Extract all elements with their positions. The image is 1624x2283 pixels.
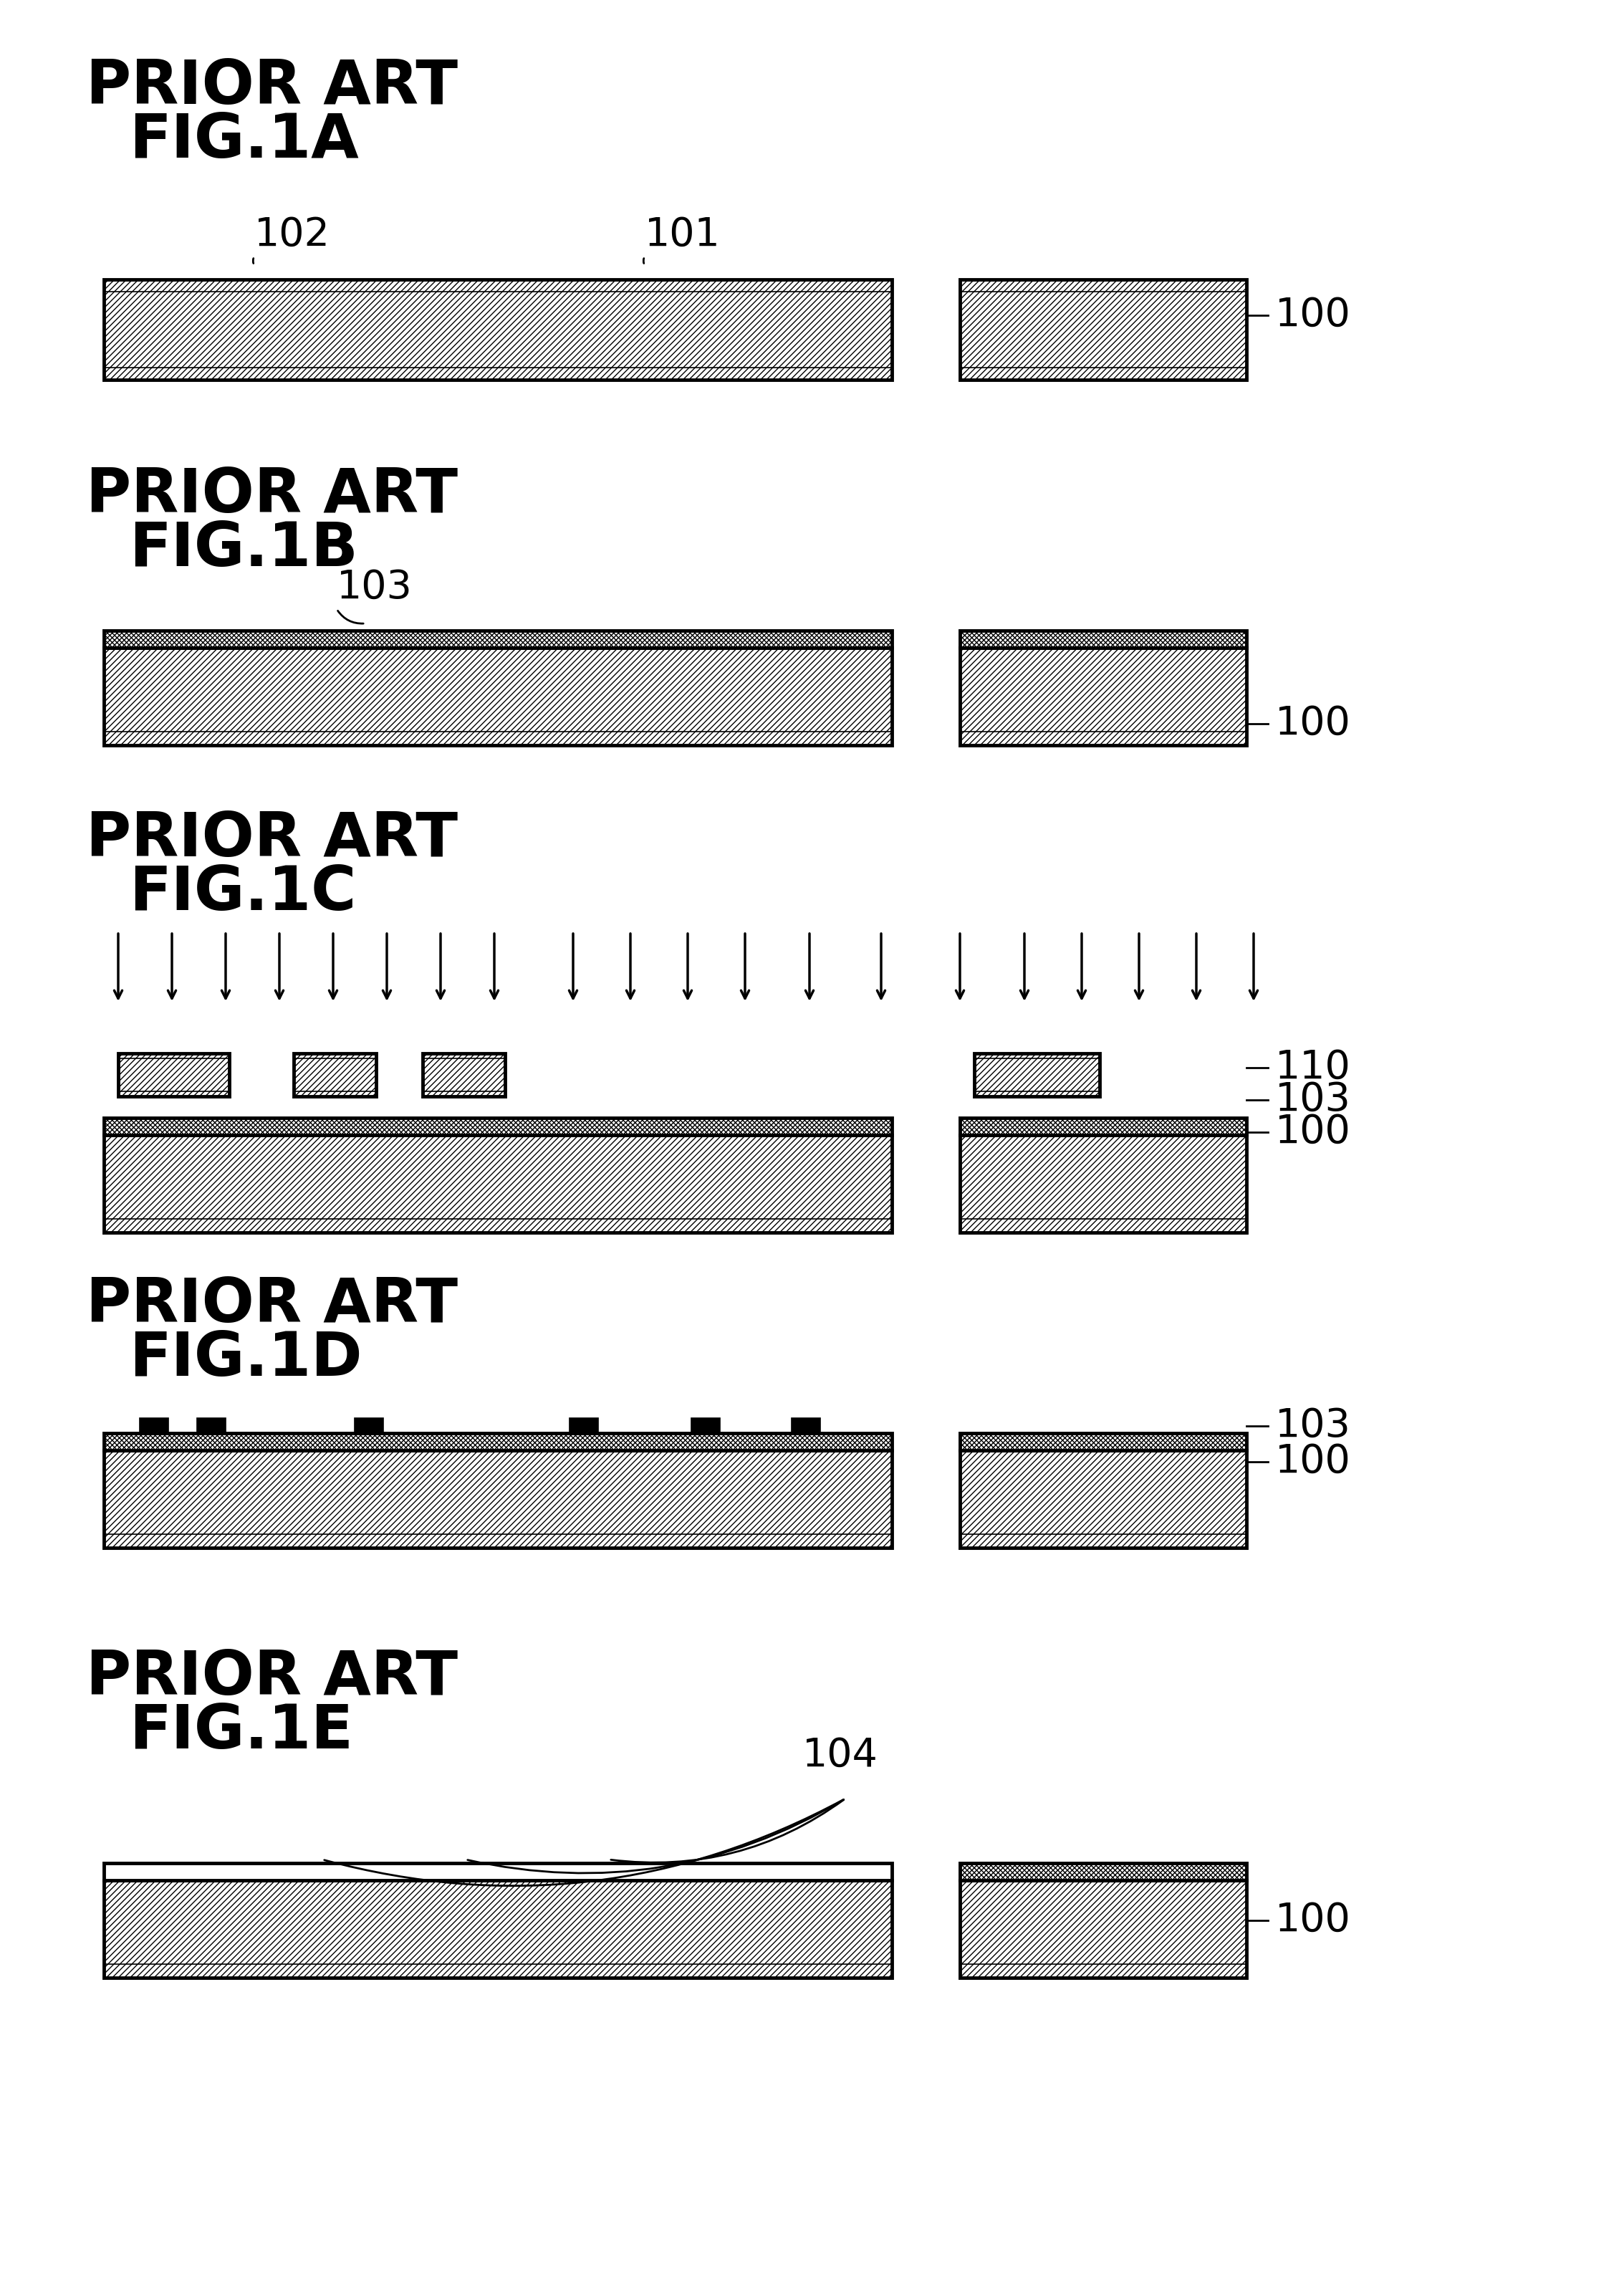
Bar bbox=[960, 279, 1247, 379]
Bar bbox=[294, 1052, 377, 1096]
Text: 100: 100 bbox=[1275, 705, 1351, 742]
Bar bbox=[960, 279, 1247, 379]
Bar bbox=[422, 1052, 505, 1096]
Bar bbox=[104, 279, 892, 379]
Bar bbox=[104, 1450, 892, 1548]
Bar bbox=[791, 1418, 820, 1434]
Text: 103: 103 bbox=[1275, 1080, 1351, 1119]
Text: FIG.1A: FIG.1A bbox=[128, 112, 359, 171]
Bar bbox=[960, 1135, 1247, 1233]
Text: PRIOR ART: PRIOR ART bbox=[86, 466, 458, 525]
Bar bbox=[104, 1135, 892, 1233]
Text: 101: 101 bbox=[645, 215, 721, 253]
Bar bbox=[960, 1135, 1247, 1233]
Text: FIG.1D: FIG.1D bbox=[128, 1329, 362, 1388]
Bar bbox=[960, 1119, 1247, 1135]
Text: PRIOR ART: PRIOR ART bbox=[86, 810, 458, 870]
Bar bbox=[960, 648, 1247, 744]
Bar bbox=[104, 1135, 892, 1233]
Bar bbox=[960, 1881, 1247, 1977]
Text: 100: 100 bbox=[1275, 297, 1351, 336]
Text: 110: 110 bbox=[1275, 1048, 1351, 1087]
Bar bbox=[104, 1450, 892, 1548]
Bar bbox=[104, 648, 892, 744]
Bar bbox=[960, 1434, 1247, 1450]
Bar bbox=[960, 1119, 1247, 1135]
Text: PRIOR ART: PRIOR ART bbox=[86, 1276, 458, 1336]
Bar bbox=[960, 1863, 1247, 1881]
Bar bbox=[104, 630, 892, 648]
Bar bbox=[354, 1418, 383, 1434]
Bar bbox=[570, 1418, 598, 1434]
Text: 104: 104 bbox=[802, 1737, 879, 1774]
Bar bbox=[140, 1418, 169, 1434]
Text: 100: 100 bbox=[1275, 1112, 1351, 1151]
Text: 103: 103 bbox=[1275, 1406, 1351, 1445]
Bar bbox=[960, 1450, 1247, 1548]
Bar bbox=[104, 1119, 892, 1135]
Text: 100: 100 bbox=[1275, 1443, 1351, 1482]
Bar bbox=[960, 630, 1247, 648]
Text: PRIOR ART: PRIOR ART bbox=[86, 1648, 458, 1708]
Bar bbox=[960, 630, 1247, 648]
Text: FIG.1E: FIG.1E bbox=[128, 1701, 352, 1762]
Bar bbox=[960, 1434, 1247, 1450]
Text: 100: 100 bbox=[1275, 1902, 1351, 1941]
Bar bbox=[104, 1434, 892, 1450]
Bar bbox=[119, 1052, 229, 1096]
Text: FIG.1C: FIG.1C bbox=[128, 863, 356, 922]
Bar bbox=[294, 1052, 377, 1096]
Bar bbox=[197, 1418, 226, 1434]
Text: 103: 103 bbox=[336, 568, 412, 607]
Bar bbox=[104, 1434, 892, 1450]
Bar bbox=[960, 1881, 1247, 1977]
Bar bbox=[960, 1450, 1247, 1548]
Bar bbox=[104, 1881, 892, 1977]
Bar bbox=[119, 1052, 229, 1096]
Bar bbox=[422, 1052, 505, 1096]
Bar bbox=[974, 1052, 1099, 1096]
Bar bbox=[104, 1863, 892, 1881]
Text: PRIOR ART: PRIOR ART bbox=[86, 57, 458, 116]
Text: 102: 102 bbox=[255, 215, 330, 253]
Text: FIG.1B: FIG.1B bbox=[128, 521, 357, 580]
Bar bbox=[960, 1863, 1247, 1881]
Bar bbox=[692, 1418, 719, 1434]
Bar bbox=[104, 1881, 892, 1977]
Bar bbox=[104, 1119, 892, 1135]
Bar bbox=[104, 630, 892, 648]
Bar bbox=[104, 279, 892, 379]
Bar bbox=[104, 648, 892, 744]
Bar bbox=[960, 648, 1247, 744]
Bar bbox=[974, 1052, 1099, 1096]
